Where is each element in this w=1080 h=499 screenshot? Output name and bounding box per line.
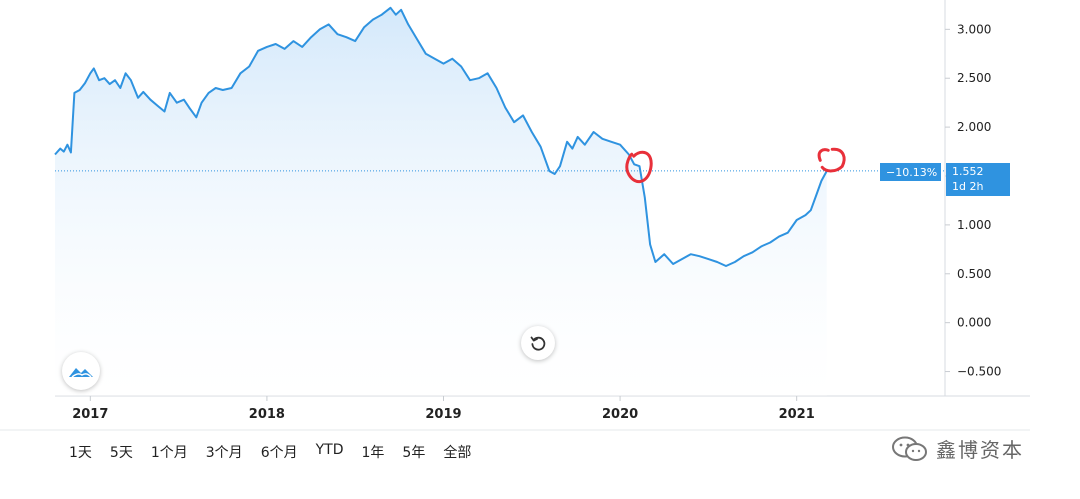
range-1m-button[interactable]: 1个月 [150, 445, 188, 461]
range-all-button[interactable]: 全部 [443, 445, 472, 461]
y-tick-label: 1.000 [957, 218, 991, 232]
wechat-icon [892, 436, 927, 461]
change-tag: −10.13% [880, 163, 942, 181]
x-tick-label: 2018 [249, 407, 285, 422]
range-ytd-button[interactable]: YTD [315, 442, 344, 458]
annotation-hook [817, 147, 846, 173]
chart-logo-button[interactable] [62, 352, 100, 390]
time-range-selector: 1天 5天 1个月 3个月 6个月 YTD 1年 5年 全部 [60, 440, 480, 464]
area-fill [55, 7, 827, 397]
x-tick-label: 2017 [72, 407, 108, 422]
range-1d-button[interactable]: 1天 [69, 445, 92, 461]
range-1y-button[interactable]: 1年 [361, 445, 385, 461]
range-3m-button[interactable]: 3个月 [205, 445, 243, 461]
range-5y-button[interactable]: 5年 [402, 445, 426, 461]
change-percent: −10.13% [880, 163, 942, 181]
y-tick-label: 3.000 [957, 22, 991, 36]
last-price-tag: 1.552 1d 2h [946, 163, 1010, 196]
y-tick-label: 0.500 [957, 267, 991, 281]
x-tick-label: 2020 [602, 407, 638, 422]
range-5d-button[interactable]: 5天 [109, 445, 133, 461]
y-tick-label: 2.500 [957, 71, 991, 85]
series-line[interactable] [54, 6, 828, 267]
mountain-logo-icon [69, 368, 93, 378]
y-tick-label: −0.500 [957, 365, 1001, 379]
last-price-value: 1.552 [952, 165, 984, 178]
reset-zoom-button[interactable] [521, 326, 555, 360]
watermark-text: 鑫博资本 [936, 438, 1024, 462]
range-6m-button[interactable]: 6个月 [260, 445, 298, 461]
watermark: 鑫博资本 [890, 434, 1024, 463]
annotation-circle [625, 150, 653, 183]
x-tick-label: 2019 [425, 407, 461, 422]
x-tick-label: 2021 [779, 407, 815, 422]
y-tick-label: 0.000 [957, 316, 991, 330]
rotate-ccw-icon [530, 336, 546, 351]
interval-label: 1d 2h [952, 180, 984, 193]
y-tick-label: 2.000 [957, 120, 991, 134]
